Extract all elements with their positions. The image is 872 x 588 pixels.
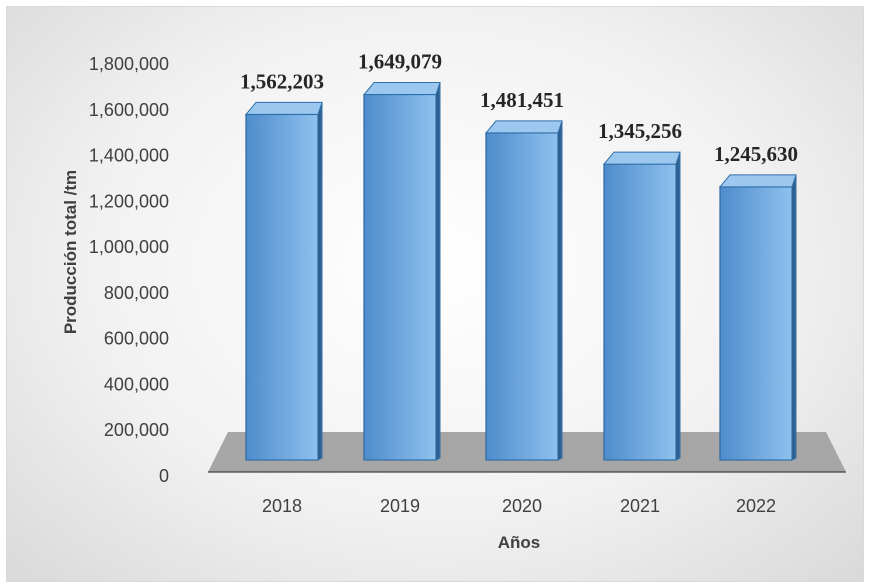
y-tick-label: 800,000	[104, 283, 169, 303]
bar-2022	[718, 174, 797, 461]
bar-front-face	[245, 113, 319, 461]
bar-front-face	[363, 93, 437, 461]
y-tick-label: 400,000	[104, 374, 169, 394]
data-label: 1,562,203	[240, 69, 324, 93]
bar-top-face	[484, 120, 563, 134]
y-axis-title: Producción total /tm	[61, 170, 80, 334]
bar-2020	[484, 120, 563, 461]
bar-top-face	[602, 151, 681, 165]
bar-side-face	[317, 102, 323, 461]
y-tick-label: 1,800,000	[89, 54, 169, 74]
bar-2018	[244, 101, 323, 461]
y-tick-label: 1,400,000	[89, 146, 169, 166]
bar-2019	[362, 82, 441, 461]
bar-front-face	[603, 163, 677, 461]
y-tick-label: 1,600,000	[89, 100, 169, 120]
bar-top-face	[362, 82, 441, 96]
x-tick-label: 2020	[502, 496, 542, 516]
y-tick-label: 600,000	[104, 329, 169, 349]
y-tick-label: 1,000,000	[89, 237, 169, 257]
y-tick-label: 200,000	[104, 420, 169, 440]
data-label: 1,649,079	[358, 50, 442, 74]
x-tick-label: 2022	[736, 496, 776, 516]
data-label: 1,245,630	[714, 142, 798, 166]
x-tick-label: 2019	[380, 496, 420, 516]
bar-top-face	[244, 101, 323, 115]
bar-side-face	[435, 82, 441, 461]
x-tick-label: 2018	[262, 496, 302, 516]
bar-top-face	[718, 174, 797, 188]
data-label: 1,345,256	[598, 119, 682, 143]
y-tick-label: 0	[159, 466, 169, 486]
bar-front-face	[719, 186, 793, 461]
x-axis-title: Años	[498, 533, 541, 552]
bar-2021	[602, 151, 681, 461]
x-tick-label: 2021	[620, 496, 660, 516]
bar-front-face	[485, 132, 559, 461]
data-label: 1,481,451	[480, 88, 564, 112]
y-tick-label: 1,200,000	[89, 191, 169, 211]
